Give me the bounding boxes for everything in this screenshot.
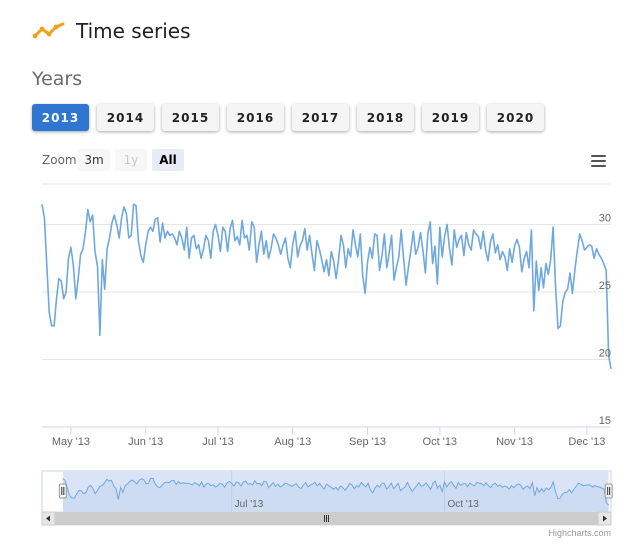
y-tick-label: 15 [599, 415, 611, 427]
navigator-tick-label: Oct '13 [447, 499, 479, 510]
navigator-series-area [62, 478, 609, 512]
x-tick-label: Dec '13 [568, 436, 605, 448]
app-title: Time series [76, 19, 191, 43]
scroll-left-arrow-icon[interactable] [41, 511, 56, 526]
navigator-tick-label: Jul '13 [235, 499, 264, 510]
credits-link[interactable]: Highcharts.com [548, 528, 611, 538]
y-tick-label: 25 [599, 280, 611, 292]
scroll-right-arrow-icon[interactable] [597, 511, 612, 526]
y-tick-label: 20 [599, 348, 611, 360]
chart-gridlines [42, 183, 611, 428]
zoom-3m-button[interactable]: 3m [78, 149, 110, 171]
x-tick-label: Oct '13 [423, 436, 458, 448]
year-button-2018[interactable]: 2018 [357, 104, 414, 131]
x-tick-label: Sep '13 [349, 436, 386, 448]
x-tick-label: Jun '13 [128, 436, 163, 448]
year-button-2016[interactable]: 2016 [227, 104, 284, 131]
zoom-1y-button[interactable]: 1y [115, 149, 147, 171]
x-axis-labels: May '13 Jun '13 Jul '13 Aug '13 Sep '13 Oct '… [52, 427, 605, 448]
y-tick-label: 30 [599, 213, 611, 225]
x-tick-label: Aug '13 [274, 436, 311, 448]
zoom-all-button[interactable]: All [152, 149, 184, 171]
line-chart-icon [32, 22, 65, 39]
navigator-left-handle[interactable] [58, 483, 67, 499]
chart-series [41, 203, 612, 370]
hamburger-menu-icon[interactable] [590, 154, 608, 168]
x-tick-label: May '13 [52, 436, 90, 448]
x-tick-label: Nov '13 [496, 436, 533, 448]
year-button-2017[interactable]: 2017 [292, 104, 349, 131]
navigator-selected-range [62, 471, 609, 512]
years-section-title: Years [32, 68, 83, 90]
year-button-group: 2013 2014 2015 2016 2017 2018 2019 2020 [32, 104, 544, 131]
app-header: Time series [32, 16, 191, 46]
navigator-right-handle[interactable] [604, 483, 613, 499]
navigator[interactable]: Jul '13 Oct '13 [41, 470, 613, 526]
year-button-2013[interactable]: 2013 [32, 104, 89, 131]
year-button-2020[interactable]: 2020 [487, 104, 544, 131]
series-line [41, 203, 612, 370]
x-tick-label: Jul '13 [202, 436, 233, 448]
zoom-label: Zoom [42, 153, 77, 167]
year-button-2019[interactable]: 2019 [422, 104, 479, 131]
year-button-2014[interactable]: 2014 [97, 104, 154, 131]
y-axis-labels: 15 20 25 30 [599, 213, 611, 428]
navigator-series-line [62, 477, 610, 506]
year-button-2015[interactable]: 2015 [162, 104, 219, 131]
